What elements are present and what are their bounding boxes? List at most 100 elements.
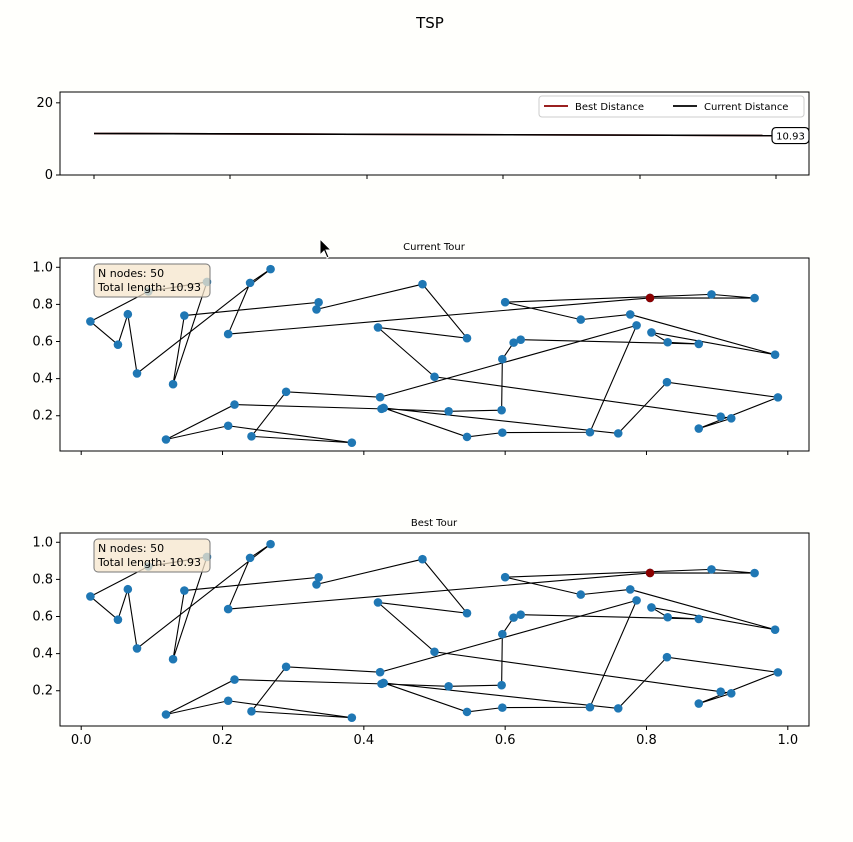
tour-node	[444, 681, 453, 691]
tour-node	[462, 333, 472, 343]
distance-annotation-box	[771, 126, 810, 145]
tour-node	[662, 652, 672, 662]
tour-node	[625, 585, 635, 594]
legend-frame	[538, 95, 805, 118]
tour-node	[373, 598, 383, 607]
tour-node	[168, 654, 178, 664]
tour-node	[223, 604, 233, 614]
tour-node	[375, 392, 385, 402]
tour-node	[497, 405, 506, 415]
current-tour-title: Current Tour	[403, 242, 466, 253]
tour-node	[694, 614, 704, 624]
best-tour-title: Best Tour	[411, 518, 458, 529]
tour-node	[516, 335, 526, 344]
tour-node	[347, 713, 357, 722]
tour-start-node	[645, 568, 655, 578]
tour-node	[462, 608, 472, 618]
tour-node	[516, 610, 526, 619]
tour-node	[86, 317, 95, 326]
tour-node	[312, 580, 321, 589]
tour-node	[444, 406, 453, 416]
tour-node	[168, 379, 178, 389]
tour-info-line: N nodes: 50	[98, 267, 164, 280]
tour-ytick-label: 0.2	[32, 409, 53, 424]
tour-xtick-label: 0.6	[495, 733, 516, 748]
tour-node	[161, 710, 171, 719]
tour-node	[312, 305, 321, 314]
tour-node	[647, 603, 656, 612]
tour-xtick-label: 0.8	[636, 733, 657, 748]
tour-node	[750, 568, 759, 578]
tour-node	[247, 432, 256, 441]
tour-node	[132, 369, 142, 378]
tour-node	[662, 377, 672, 387]
tour-node	[726, 689, 736, 698]
tour-xtick-label: 0.2	[212, 733, 233, 748]
tour-ytick-label: 1.0	[32, 535, 53, 550]
tour-info-line: N nodes: 50	[98, 542, 164, 555]
tour-node	[613, 704, 623, 713]
tour-ytick-label: 0.4	[32, 647, 53, 662]
tour-node	[716, 412, 725, 421]
tour-node	[373, 323, 383, 332]
tour-node	[770, 625, 780, 634]
current-tour-chart: Current Tour 0.2 0.4 0.6 0.8 1.0 N nodes: 50T…	[32, 242, 810, 455]
tour-ytick-label: 0.6	[32, 335, 53, 350]
legend-entry: Current Distance	[704, 102, 788, 113]
tour-node	[462, 707, 472, 717]
tour-info-line: Total length: 10.93	[97, 556, 201, 569]
tour-node	[418, 279, 427, 289]
tour-ytick-label: 0.4	[32, 372, 53, 387]
tour-node	[632, 596, 641, 605]
tour-info-box	[93, 538, 211, 573]
tour-node	[132, 644, 142, 653]
tour-node	[613, 429, 623, 438]
distance-ytick-label: 20	[36, 96, 53, 111]
tour-xtick-label: 1.0	[777, 733, 798, 748]
tour-node	[245, 278, 255, 288]
tour-node	[585, 427, 595, 437]
tour-node	[726, 414, 736, 423]
tour-node	[500, 572, 510, 582]
tour-node	[281, 387, 291, 397]
tour-node	[498, 629, 507, 639]
figure-title: TSP	[415, 14, 444, 32]
tour-node	[375, 667, 385, 677]
tour-node	[694, 339, 704, 349]
tour-node	[750, 293, 759, 303]
tour-info-line: Total length: 10.93	[97, 281, 201, 294]
tour-node	[266, 539, 275, 549]
tour-node	[647, 328, 656, 337]
tour-node	[462, 432, 472, 442]
tour-node	[281, 662, 291, 672]
tour-node	[509, 613, 518, 622]
tour-node	[247, 707, 256, 716]
tour-node	[379, 678, 388, 688]
tour-node	[314, 298, 323, 307]
tour-node	[123, 584, 133, 594]
tour-node	[223, 421, 233, 431]
tour-node	[113, 615, 123, 624]
distance-ytick-label: 0	[45, 168, 53, 183]
tour-node	[707, 290, 716, 299]
tour-ytick-label: 0.8	[32, 297, 53, 312]
tour-node	[576, 315, 586, 324]
tour-xtick-label: 0.4	[353, 733, 374, 748]
tour-ytick-label: 0.6	[32, 610, 53, 625]
tour-node	[497, 680, 506, 690]
tour-node	[230, 400, 239, 409]
tour-info-box	[93, 263, 211, 298]
tour-node	[498, 703, 507, 712]
tour-node	[430, 372, 439, 382]
tour-node	[632, 321, 641, 330]
tour-node	[418, 554, 427, 564]
tour-xtick-label: 0.0	[71, 733, 92, 748]
tour-node	[379, 403, 388, 413]
tour-node	[576, 590, 586, 599]
tour-node	[716, 687, 725, 696]
tour-node	[498, 354, 507, 364]
tour-node	[694, 424, 704, 433]
legend-entry: Best Distance	[575, 102, 644, 113]
tour-node	[266, 264, 275, 274]
